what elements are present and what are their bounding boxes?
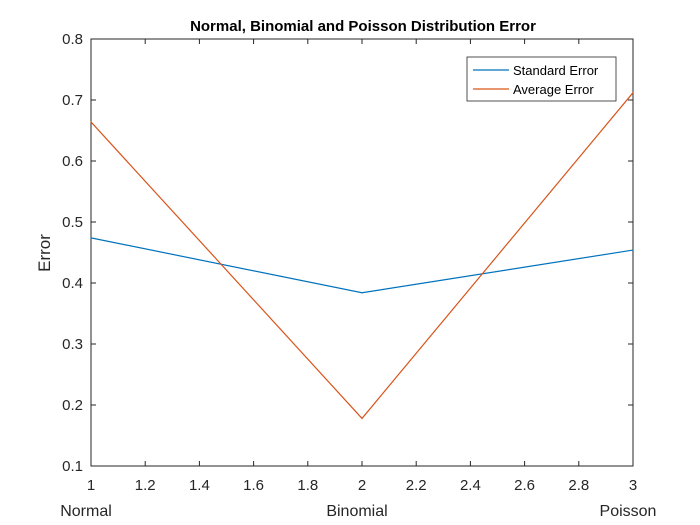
y-tick-label: 0.5 xyxy=(62,214,83,231)
legend: Standard Error Average Error xyxy=(466,56,617,102)
x-tick-label: 1.6 xyxy=(243,477,264,494)
legend-label: Average Error xyxy=(513,82,594,97)
data-point xyxy=(361,417,363,420)
y-tick-label: 0.3 xyxy=(62,336,83,353)
data-point xyxy=(90,121,92,123)
y-axis-title: Error xyxy=(35,234,54,272)
x-tick-label: 2.4 xyxy=(460,477,481,494)
legend-label: Standard Error xyxy=(513,63,599,78)
x-tick-label: 1 xyxy=(87,477,95,494)
legend-box xyxy=(466,56,617,102)
category-label: Binomial xyxy=(326,503,387,520)
plot-area: 1 1.2 1.4 1.6 1.8 2 2.2 2.4 2.6 2.8 3 0.1 0.2 0.3 0.4 0… xyxy=(60,31,656,520)
data-point xyxy=(632,92,634,94)
category-label: Poisson xyxy=(600,503,657,520)
x-tick-label: 2.2 xyxy=(406,477,427,494)
data-point xyxy=(90,237,92,239)
x-tick-label: 1.2 xyxy=(135,477,156,494)
x-tick-label: 1.4 xyxy=(189,477,210,494)
y-tick-label: 0.7 xyxy=(62,92,83,109)
y-tick-label: 0.4 xyxy=(62,275,83,292)
y-tick-label: 0.1 xyxy=(62,458,83,475)
y-tick-label: 0.8 xyxy=(62,31,83,48)
x-tick-label: 2 xyxy=(358,477,366,494)
y-tick-label: 0.6 xyxy=(62,153,83,170)
y-tick-label: 0.2 xyxy=(62,397,83,414)
x-tick-label: 2.8 xyxy=(568,477,589,494)
data-point xyxy=(361,292,363,294)
category-label: Normal xyxy=(60,503,112,520)
x-tick-label: 3 xyxy=(629,477,637,494)
data-point xyxy=(632,249,634,251)
x-tick-label: 1.8 xyxy=(297,477,318,494)
chart-title: Normal, Binomial and Poisson Distributio… xyxy=(190,18,536,35)
x-tick-label: 2.6 xyxy=(514,477,535,494)
